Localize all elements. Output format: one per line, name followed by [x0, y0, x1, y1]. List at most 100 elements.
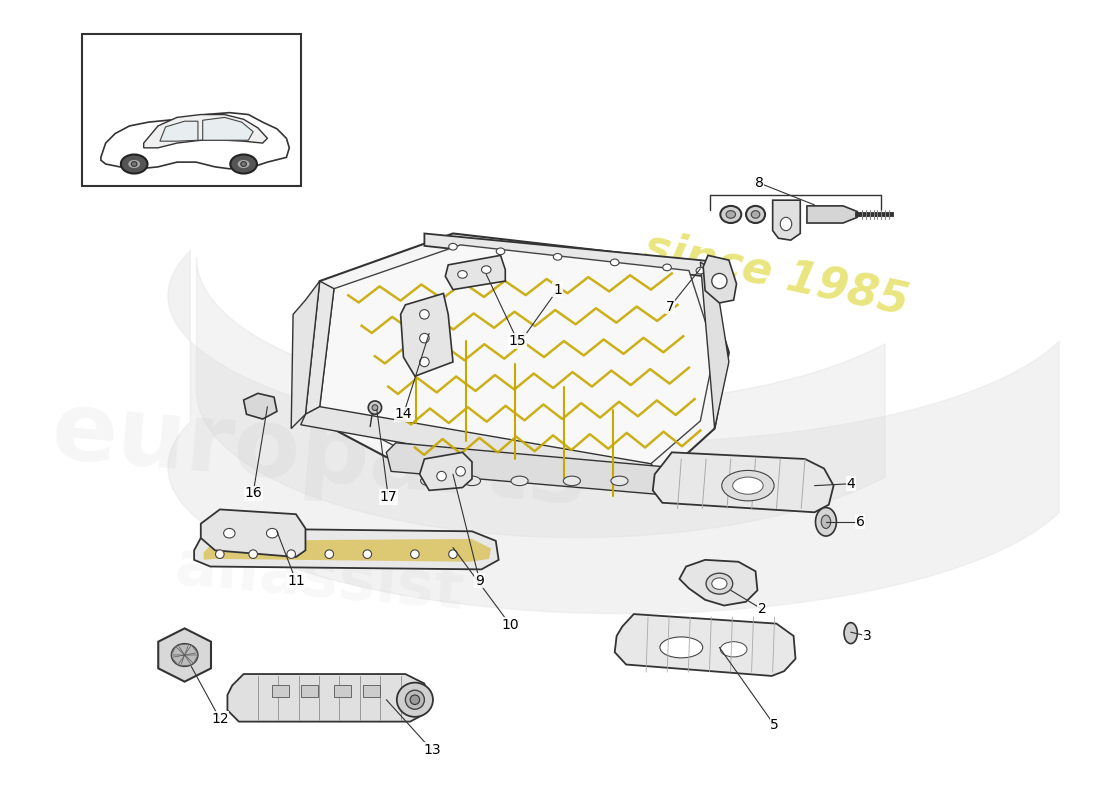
Text: 8: 8 — [755, 176, 763, 190]
Ellipse shape — [751, 210, 760, 218]
Ellipse shape — [822, 515, 830, 529]
Ellipse shape — [131, 162, 138, 166]
Polygon shape — [386, 443, 672, 495]
Ellipse shape — [463, 476, 481, 486]
Polygon shape — [807, 206, 857, 223]
Bar — [272, 686, 289, 697]
Ellipse shape — [496, 248, 505, 254]
Text: 11: 11 — [287, 574, 305, 588]
Bar — [334, 686, 351, 697]
Text: 6: 6 — [856, 514, 865, 529]
Text: allassist: allassist — [173, 538, 466, 622]
Polygon shape — [144, 114, 267, 148]
Ellipse shape — [172, 643, 198, 666]
Polygon shape — [425, 234, 719, 276]
Polygon shape — [180, 655, 191, 666]
Ellipse shape — [722, 470, 774, 501]
Ellipse shape — [420, 476, 438, 486]
Polygon shape — [306, 234, 729, 476]
Ellipse shape — [266, 529, 278, 538]
Ellipse shape — [287, 550, 296, 558]
Text: 17: 17 — [379, 490, 397, 504]
Ellipse shape — [368, 401, 382, 414]
Ellipse shape — [410, 695, 419, 705]
Ellipse shape — [406, 690, 425, 710]
Polygon shape — [204, 539, 491, 562]
Ellipse shape — [455, 466, 465, 476]
Ellipse shape — [419, 310, 429, 319]
Polygon shape — [194, 529, 498, 570]
Ellipse shape — [363, 550, 372, 558]
Ellipse shape — [563, 476, 581, 486]
Polygon shape — [185, 655, 198, 663]
Polygon shape — [158, 628, 211, 682]
Ellipse shape — [512, 476, 528, 486]
Ellipse shape — [236, 159, 251, 169]
Text: 14: 14 — [395, 407, 412, 422]
Text: 4: 4 — [846, 477, 855, 490]
Polygon shape — [400, 294, 453, 376]
Polygon shape — [292, 281, 320, 429]
Ellipse shape — [241, 162, 246, 166]
Polygon shape — [243, 394, 277, 419]
Ellipse shape — [397, 682, 433, 717]
Ellipse shape — [696, 267, 705, 274]
Ellipse shape — [720, 206, 741, 223]
Text: 3: 3 — [862, 629, 871, 643]
Ellipse shape — [419, 334, 429, 343]
Polygon shape — [652, 452, 834, 512]
Text: 12: 12 — [211, 712, 229, 726]
Ellipse shape — [610, 476, 628, 486]
Polygon shape — [172, 655, 185, 665]
Text: 2: 2 — [758, 602, 767, 616]
Polygon shape — [160, 121, 198, 141]
Ellipse shape — [712, 578, 727, 590]
Text: europarts: europarts — [48, 385, 592, 525]
Ellipse shape — [706, 573, 733, 594]
Text: 13: 13 — [424, 743, 441, 757]
Polygon shape — [615, 614, 795, 676]
Ellipse shape — [712, 274, 727, 289]
Text: 9: 9 — [475, 574, 484, 588]
Ellipse shape — [746, 206, 766, 223]
Ellipse shape — [121, 154, 147, 174]
Ellipse shape — [437, 471, 447, 481]
Polygon shape — [772, 200, 801, 240]
Polygon shape — [202, 118, 253, 140]
Text: 7: 7 — [666, 300, 674, 314]
Bar — [81, 34, 300, 186]
Ellipse shape — [458, 270, 468, 278]
Ellipse shape — [660, 637, 703, 658]
Ellipse shape — [324, 550, 333, 558]
Ellipse shape — [610, 259, 619, 266]
Ellipse shape — [372, 405, 377, 410]
Ellipse shape — [815, 507, 836, 536]
Polygon shape — [680, 560, 758, 606]
Polygon shape — [201, 510, 306, 557]
Text: 1: 1 — [553, 282, 562, 297]
Text: 16: 16 — [244, 486, 262, 500]
Ellipse shape — [216, 550, 224, 558]
Ellipse shape — [449, 550, 458, 558]
Ellipse shape — [733, 477, 763, 494]
Text: 5: 5 — [770, 718, 779, 733]
Ellipse shape — [419, 357, 429, 366]
Polygon shape — [320, 245, 715, 464]
Ellipse shape — [844, 622, 857, 643]
Ellipse shape — [223, 529, 235, 538]
Ellipse shape — [410, 550, 419, 558]
Polygon shape — [703, 255, 737, 303]
Polygon shape — [306, 281, 334, 414]
Ellipse shape — [128, 159, 141, 169]
Polygon shape — [178, 644, 189, 655]
Ellipse shape — [230, 154, 257, 174]
Ellipse shape — [482, 266, 491, 274]
Text: 15: 15 — [509, 334, 527, 348]
Ellipse shape — [720, 642, 747, 657]
Ellipse shape — [780, 218, 792, 230]
Polygon shape — [419, 452, 472, 490]
Polygon shape — [701, 262, 729, 429]
Polygon shape — [446, 255, 505, 290]
Bar — [300, 686, 318, 697]
Ellipse shape — [726, 210, 736, 218]
